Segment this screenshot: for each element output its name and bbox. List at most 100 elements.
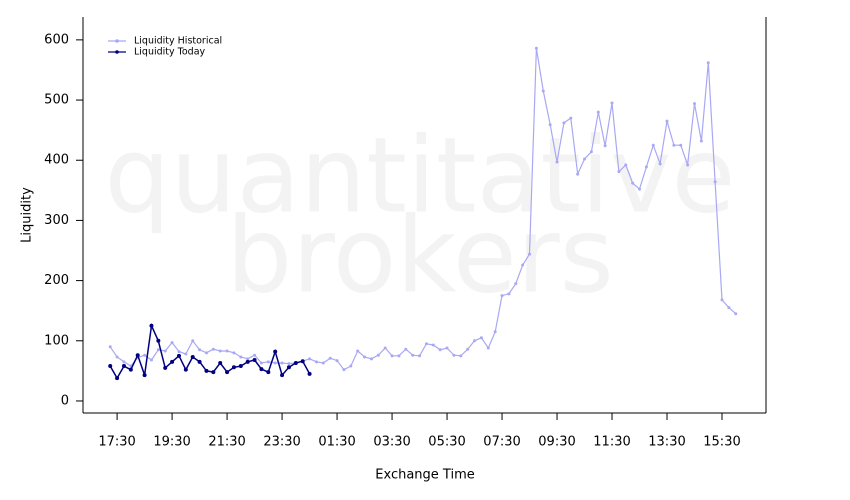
x-axis-label: Exchange Time: [375, 468, 474, 483]
data-point: [218, 361, 223, 366]
data-point: [693, 102, 697, 106]
data-point: [376, 353, 380, 357]
data-point: [369, 357, 373, 361]
x-tick-label: 17:30: [98, 435, 135, 450]
x-tick-label: 19:30: [153, 435, 190, 450]
data-point: [445, 346, 449, 350]
data-point: [624, 163, 628, 167]
legend-marker: [115, 50, 119, 54]
data-point: [514, 282, 518, 286]
data-point: [679, 143, 683, 147]
data-point: [252, 358, 257, 363]
x-tick-label: 15:30: [703, 435, 740, 450]
data-point: [631, 181, 635, 185]
data-point: [390, 354, 394, 358]
data-point: [135, 353, 140, 358]
data-point: [273, 349, 278, 354]
data-point: [286, 365, 291, 370]
data-point: [534, 46, 538, 50]
legend-label: Liquidity Today: [134, 47, 206, 58]
data-point: [280, 361, 284, 365]
data-point: [321, 361, 325, 365]
data-point: [225, 370, 230, 375]
data-point: [521, 263, 525, 267]
data-point: [452, 353, 456, 357]
y-axis-label: Liquidity: [20, 187, 35, 243]
data-point: [149, 358, 153, 362]
data-point: [596, 110, 600, 114]
data-point: [644, 165, 648, 169]
x-tick-label: 07:30: [483, 435, 520, 450]
data-point: [108, 345, 112, 349]
x-tick-label: 23:30: [263, 435, 300, 450]
data-point: [239, 355, 243, 359]
y-tick-label: 500: [44, 93, 69, 108]
data-point: [576, 172, 580, 176]
data-point: [163, 365, 168, 370]
data-point: [128, 367, 133, 372]
data-point: [232, 351, 236, 355]
data-point: [486, 346, 490, 350]
x-tick-label: 13:30: [648, 435, 685, 450]
x-tick-label: 11:30: [593, 435, 630, 450]
data-point: [308, 357, 312, 361]
data-point: [493, 330, 497, 334]
data-point: [156, 338, 161, 343]
data-point: [686, 163, 690, 167]
data-point: [555, 160, 559, 164]
data-point: [183, 367, 188, 372]
data-point: [163, 349, 167, 353]
x-tick-label: 05:30: [428, 435, 465, 450]
data-point: [638, 187, 642, 191]
data-point: [143, 353, 147, 357]
data-point: [356, 349, 360, 353]
y-tick-label: 600: [44, 32, 69, 47]
data-point: [170, 359, 175, 364]
data-point: [672, 143, 676, 147]
data-point: [335, 359, 339, 363]
data-point: [121, 364, 126, 369]
data-point: [246, 357, 250, 361]
data-point: [363, 355, 367, 359]
data-point: [259, 361, 263, 365]
data-point: [218, 349, 222, 353]
data-point: [204, 351, 208, 355]
y-tick-label: 200: [44, 273, 69, 288]
data-point: [259, 367, 264, 372]
data-point: [231, 365, 236, 370]
x-tick-label: 21:30: [208, 435, 245, 450]
data-point: [651, 143, 655, 147]
y-tick-label: 300: [44, 213, 69, 228]
data-point: [479, 336, 483, 340]
data-point: [699, 139, 703, 143]
x-tick-label: 01:30: [318, 435, 355, 450]
data-point: [266, 360, 270, 364]
data-point: [156, 348, 160, 352]
data-point: [266, 370, 271, 375]
data-point: [190, 355, 195, 360]
data-point: [280, 373, 285, 378]
data-point: [273, 361, 277, 365]
data-point: [115, 355, 119, 359]
data-point: [211, 370, 216, 375]
data-point: [328, 356, 332, 360]
data-point: [466, 347, 470, 351]
data-point: [727, 306, 731, 310]
y-tick-label: 100: [44, 333, 69, 348]
watermark: brokers: [226, 194, 614, 316]
data-point: [383, 346, 387, 350]
data-point: [122, 360, 126, 364]
data-point: [665, 119, 669, 123]
series-line: [109, 323, 311, 380]
data-point: [473, 339, 477, 343]
data-point: [589, 150, 593, 154]
data-point: [569, 116, 573, 120]
data-point: [300, 359, 305, 364]
data-point: [342, 368, 346, 372]
data-point: [548, 123, 552, 127]
data-point: [720, 298, 724, 302]
legend-marker: [115, 39, 119, 43]
data-point: [617, 170, 621, 174]
data-point: [438, 348, 442, 352]
